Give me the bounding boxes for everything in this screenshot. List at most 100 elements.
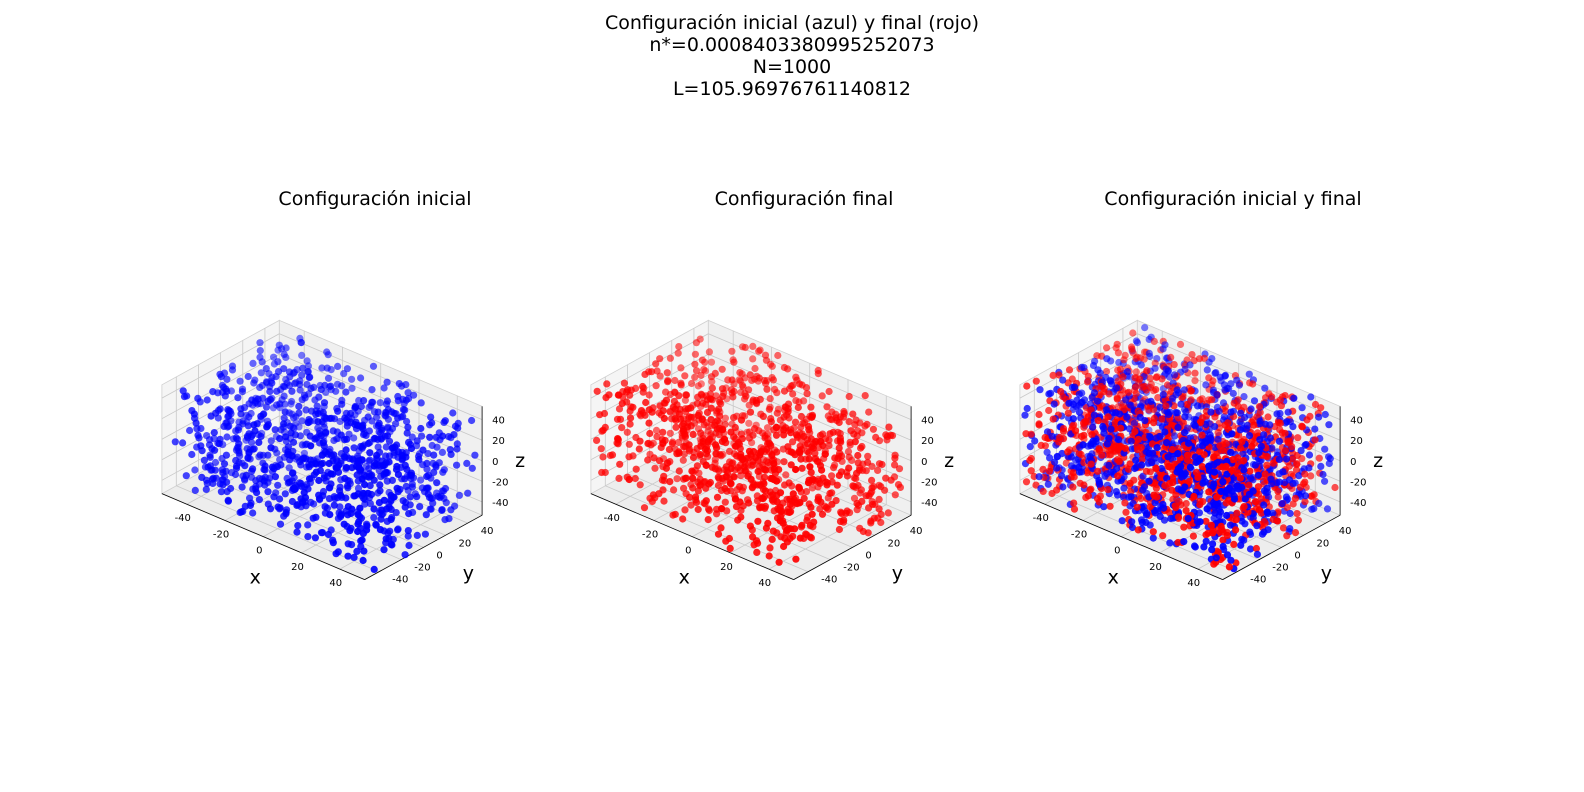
point-final [1310,491,1318,499]
point-final [671,415,679,423]
point-final [825,442,833,450]
point-initial [1156,433,1164,441]
point-final [1165,463,1173,471]
point-final [721,484,729,493]
point-final [734,439,742,447]
point-final [789,381,797,389]
x-axis-label: x [250,567,261,589]
point-initial [244,372,252,381]
point-initial [1180,429,1189,437]
point-final [1119,373,1127,381]
point-final [1223,531,1231,540]
point-initial [1214,435,1222,443]
point-final [1114,349,1122,357]
point-initial [220,422,228,430]
point-final [1191,377,1199,385]
point-final [705,505,713,513]
scatter-points [1021,324,1339,573]
point-final [1238,438,1246,446]
point-initial [1149,449,1157,457]
point-final [1045,467,1053,475]
point-final [785,479,793,487]
point-initial [251,427,259,435]
point-final [1023,382,1031,390]
point-final [608,451,617,459]
point-final [874,466,882,474]
point-final [818,392,826,400]
point-final [727,428,735,436]
figure-title: Configuración inicial (azul) y final (ro… [0,12,1584,100]
point-initial [1164,367,1172,375]
point-initial [1140,503,1148,511]
point-final [759,412,767,420]
point-final [1195,355,1204,363]
point-final [712,441,720,449]
point-initial [332,550,340,558]
point-final [1064,409,1072,417]
point-initial [455,491,463,499]
point-final [1168,486,1176,494]
point-initial [377,515,385,523]
point-final [1132,354,1140,363]
point-final [882,474,890,482]
z-tick-label: 0 [1350,457,1356,468]
point-initial [354,484,363,492]
point-initial [1184,515,1192,523]
point-initial [1302,440,1310,449]
point-final [845,464,853,472]
point-initial [1075,408,1084,416]
point-initial [1233,482,1241,490]
point-initial [293,528,301,536]
point-initial [418,432,426,440]
point-final [1191,369,1199,377]
point-initial [1172,409,1180,417]
point-final [1257,509,1265,517]
point-final [1209,527,1217,535]
point-initial [1282,455,1291,463]
point-initial [1080,364,1088,372]
point-initial [300,454,308,462]
point-final [637,407,646,415]
gridline-z [590,333,912,421]
point-initial [1261,384,1269,392]
point-initial [1237,409,1245,417]
point-final [689,453,698,462]
point-initial [366,482,374,490]
y-axis-line [364,514,483,580]
point-final [1097,382,1105,391]
point-final [862,492,870,500]
point-final [1205,488,1213,496]
point-initial [441,417,449,425]
point-final [593,436,601,444]
point-initial [464,489,472,497]
point-initial [1071,383,1079,391]
point-initial [1159,500,1167,508]
point-initial [388,408,396,416]
point-initial [342,388,350,396]
point-final [718,385,727,393]
x-tick-label: -40 [175,513,191,524]
point-initial [343,482,352,490]
point-initial [241,462,249,470]
point-final [642,398,650,407]
point-initial [1036,386,1044,394]
point-final [1233,509,1241,517]
point-final [816,505,824,513]
point-final [1027,430,1035,438]
point-final [662,396,671,404]
point-initial [252,477,260,485]
point-initial [288,397,296,406]
point-initial [354,511,362,519]
point-initial [1137,361,1145,369]
point-final [1283,532,1291,540]
point-final [751,425,759,433]
point-final [1140,355,1148,363]
point-initial [350,444,358,452]
point-final [1124,388,1133,396]
point-initial [257,369,265,377]
point-initial [1254,471,1262,479]
point-initial [212,474,220,482]
point-initial [198,447,206,455]
point-initial [407,444,416,453]
point-final [714,530,723,538]
